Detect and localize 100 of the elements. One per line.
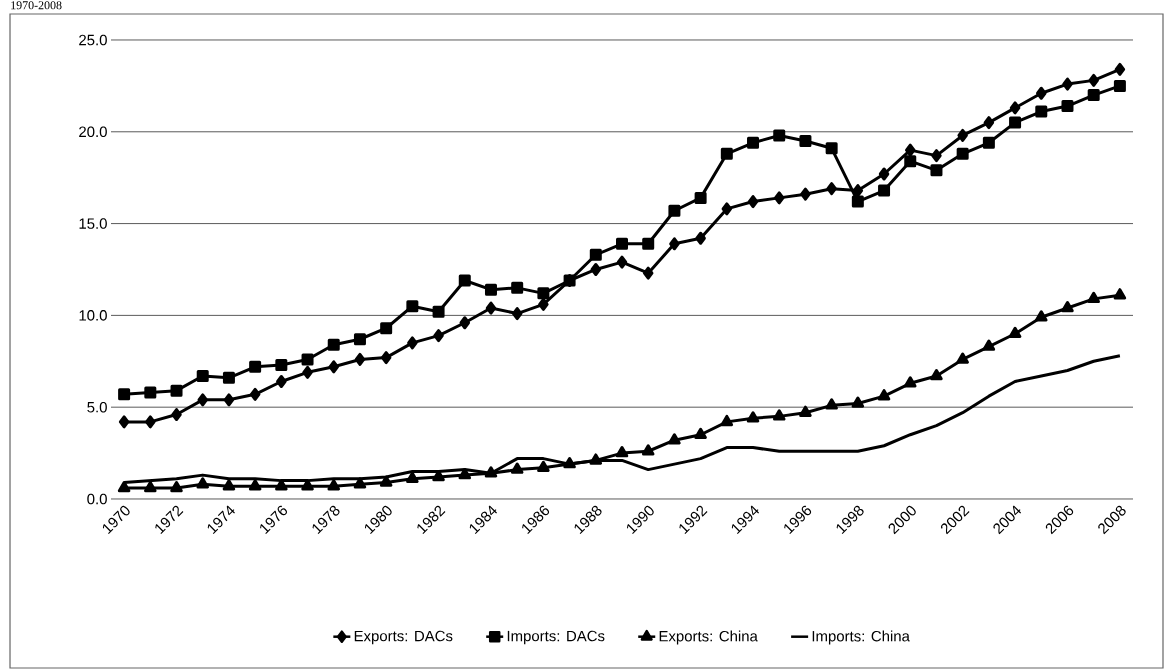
point [118, 415, 130, 429]
legend-label: Imports: DACs [507, 630, 605, 645]
point [930, 164, 943, 177]
point [511, 281, 524, 294]
point [458, 274, 471, 287]
point [957, 128, 968, 142]
point [170, 480, 183, 493]
point [772, 409, 786, 421]
point [720, 414, 734, 427]
point [616, 237, 628, 250]
point [851, 396, 865, 408]
point [956, 147, 969, 160]
point [904, 155, 917, 168]
point [852, 184, 864, 198]
chart-title: 1970-2008 [11, 1, 62, 10]
point [563, 457, 576, 469]
y-tick-label: 10.0 [79, 310, 107, 321]
point [799, 405, 812, 417]
point [1061, 100, 1074, 113]
point [275, 358, 288, 371]
point [905, 143, 916, 157]
point [117, 480, 131, 493]
point [249, 387, 261, 401]
point [1087, 291, 1100, 304]
point [538, 297, 549, 311]
y-tick-label: 0.0 [87, 493, 107, 505]
point [903, 376, 917, 388]
point [144, 386, 157, 399]
point [931, 149, 942, 163]
point [825, 398, 838, 410]
point [1036, 86, 1047, 100]
point [1035, 310, 1048, 322]
point [275, 479, 288, 491]
point [327, 338, 340, 351]
legend-label: Exports: DACs [354, 630, 453, 645]
point [1061, 301, 1074, 313]
point [379, 475, 393, 487]
point [354, 352, 366, 366]
point [484, 466, 498, 478]
point [668, 204, 681, 217]
point [276, 374, 287, 388]
point [433, 329, 444, 343]
point [747, 136, 760, 149]
point [380, 322, 393, 335]
point [1087, 89, 1100, 102]
point [1113, 288, 1127, 300]
point [196, 369, 209, 382]
point [799, 134, 812, 147]
point [537, 460, 550, 473]
legend-label: Exports: China [659, 630, 758, 645]
point [878, 167, 890, 181]
point [642, 266, 654, 280]
point [590, 262, 602, 276]
point [327, 479, 341, 491]
point [302, 365, 313, 379]
point [353, 333, 366, 346]
legend-label: Imports: China [812, 630, 910, 645]
point [589, 453, 603, 465]
y-tick-label: 20.0 [79, 126, 107, 138]
point [248, 479, 262, 491]
point [459, 316, 471, 330]
point [222, 371, 235, 384]
point [825, 142, 838, 155]
point [641, 444, 655, 456]
y-tick-label: 25.0 [79, 34, 107, 46]
point [694, 427, 707, 439]
point [510, 462, 524, 474]
point [170, 384, 183, 397]
point [851, 195, 864, 208]
y-tick-label: 15.0 [79, 218, 107, 229]
point [747, 195, 759, 209]
point [432, 305, 445, 318]
point [301, 353, 314, 366]
point [1035, 105, 1048, 118]
point [878, 184, 891, 197]
point [746, 411, 760, 423]
point [616, 255, 628, 269]
point [511, 307, 523, 321]
point [773, 191, 785, 205]
point [171, 408, 182, 422]
point [669, 237, 680, 251]
point [930, 368, 943, 381]
point [485, 301, 497, 315]
point [328, 360, 339, 374]
point [407, 336, 418, 350]
point [1062, 77, 1073, 91]
point [301, 479, 314, 491]
point [222, 479, 236, 491]
point [1009, 116, 1022, 129]
point [249, 360, 262, 373]
point [1114, 62, 1126, 76]
point [537, 287, 550, 300]
point [118, 388, 131, 401]
point [223, 393, 235, 407]
point [721, 202, 733, 216]
point [1088, 73, 1099, 87]
point [877, 389, 891, 401]
point [642, 237, 655, 250]
y-tick-label: 5.0 [87, 401, 107, 413]
point [353, 477, 367, 489]
